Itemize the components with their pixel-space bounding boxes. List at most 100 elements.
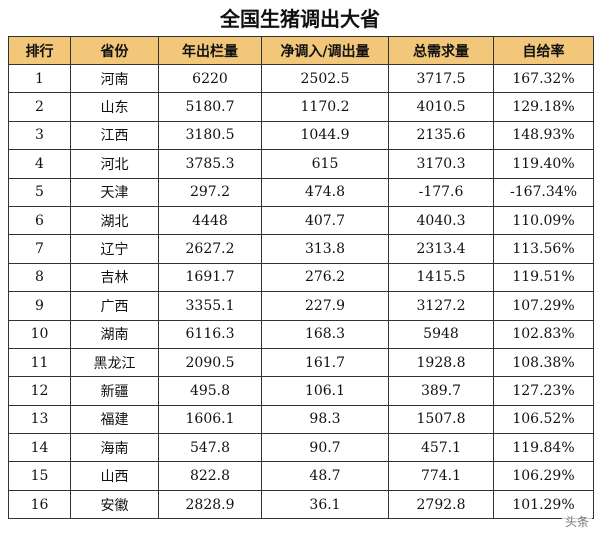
cell-rank: 1 — [8, 63, 71, 94]
cell-province: 安徽 — [70, 489, 159, 520]
cell-net-transfer: 168.3 — [261, 319, 389, 349]
cell-rank: 11 — [8, 347, 71, 378]
header-total-demand: 总需求量 — [388, 36, 494, 65]
page-title: 全国生猪调出大省 — [220, 7, 380, 31]
cell-total-demand: 3717.5 — [388, 63, 494, 94]
cell-rank: 5 — [8, 177, 71, 207]
cell-net-transfer: 98.3 — [261, 404, 389, 435]
cell-total-demand: 3127.2 — [388, 291, 494, 321]
cell-province: 河南 — [70, 63, 159, 94]
cell-province: 吉林 — [70, 262, 159, 293]
cell-rank: 2 — [8, 92, 71, 122]
cell-annual-output: 297.2 — [158, 177, 262, 207]
cell-annual-output: 547.8 — [158, 433, 262, 463]
cell-net-transfer: 1170.2 — [261, 92, 389, 122]
cell-annual-output: 1606.1 — [158, 404, 262, 435]
cell-annual-output: 6220 — [158, 63, 262, 94]
cell-province: 福建 — [70, 404, 159, 435]
cell-total-demand: 389.7 — [388, 376, 494, 406]
cell-province: 江西 — [70, 120, 159, 151]
cell-net-transfer: 276.2 — [261, 262, 389, 293]
cell-net-transfer: 1044.9 — [261, 120, 389, 151]
header-net-transfer: 净调入/调出量 — [261, 36, 389, 65]
cell-rank: 15 — [8, 461, 71, 491]
cell-annual-output: 2627.2 — [158, 234, 262, 264]
cell-annual-output: 495.8 — [158, 376, 262, 406]
cell-rank: 4 — [8, 149, 71, 179]
cell-net-transfer: 615 — [261, 149, 389, 179]
cell-province: 辽宁 — [70, 234, 159, 264]
cell-rank: 7 — [8, 234, 71, 264]
cell-annual-output: 5180.7 — [158, 92, 262, 122]
cell-province: 广西 — [70, 291, 159, 321]
header-annual-output: 年出栏量 — [158, 36, 262, 65]
cell-rank: 6 — [8, 205, 71, 236]
cell-self-sufficiency: 127.23% — [493, 376, 594, 406]
table-row: 11 黑龙江 2090.5 161.7 1928.8 108.38% — [8, 347, 594, 378]
cell-self-sufficiency: 102.83% — [493, 319, 594, 349]
cell-total-demand: -177.6 — [388, 177, 494, 207]
cell-province: 黑龙江 — [70, 347, 159, 378]
cell-self-sufficiency: 107.29% — [493, 291, 594, 321]
cell-province: 湖北 — [70, 205, 159, 236]
cell-self-sufficiency: 110.09% — [493, 205, 594, 236]
table-row: 15 山西 822.8 48.7 774.1 106.29% — [8, 461, 594, 491]
cell-total-demand: 2313.4 — [388, 234, 494, 264]
cell-net-transfer: 106.1 — [261, 376, 389, 406]
cell-self-sufficiency: 108.38% — [493, 347, 594, 378]
cell-annual-output: 2090.5 — [158, 347, 262, 378]
table-row: 9 广西 3355.1 227.9 3127.2 107.29% — [8, 291, 594, 321]
cell-province: 山西 — [70, 461, 159, 491]
header-self-sufficiency: 自给率 — [493, 36, 594, 65]
table-row: 13 福建 1606.1 98.3 1507.8 106.52% — [8, 404, 594, 435]
cell-annual-output: 1691.7 — [158, 262, 262, 293]
cell-province: 河北 — [70, 149, 159, 179]
cell-net-transfer: 90.7 — [261, 433, 389, 463]
table-row: 8 吉林 1691.7 276.2 1415.5 119.51% — [8, 262, 594, 293]
cell-province: 新疆 — [70, 376, 159, 406]
cell-self-sufficiency: 113.56% — [493, 234, 594, 264]
table-row: 7 辽宁 2627.2 313.8 2313.4 113.56% — [8, 234, 594, 264]
cell-total-demand: 3170.3 — [388, 149, 494, 179]
cell-annual-output: 3355.1 — [158, 291, 262, 321]
cell-rank: 12 — [8, 376, 71, 406]
cell-self-sufficiency: 148.93% — [493, 120, 594, 151]
cell-annual-output: 3180.5 — [158, 120, 262, 151]
cell-net-transfer: 48.7 — [261, 461, 389, 491]
cell-net-transfer: 407.7 — [261, 205, 389, 236]
cell-net-transfer: 36.1 — [261, 489, 389, 520]
cell-total-demand: 2792.8 — [388, 489, 494, 520]
cell-annual-output: 2828.9 — [158, 489, 262, 520]
cell-self-sufficiency: 106.29% — [493, 461, 594, 491]
table-row: 1 河南 6220 2502.5 3717.5 167.32% — [8, 63, 594, 94]
cell-self-sufficiency: 106.52% — [493, 404, 594, 435]
header-row: 排行 省份 年出栏量 净调入/调出量 总需求量 自给率 — [8, 36, 594, 65]
watermark: 头条 — [561, 512, 592, 531]
cell-province: 山东 — [70, 92, 159, 122]
cell-net-transfer: 2502.5 — [261, 63, 389, 94]
cell-province: 天津 — [70, 177, 159, 207]
cell-annual-output: 822.8 — [158, 461, 262, 491]
table-row: 10 湖南 6116.3 168.3 5948 102.83% — [8, 319, 594, 349]
cell-self-sufficiency: 119.40% — [493, 149, 594, 179]
cell-total-demand: 4040.3 — [388, 205, 494, 236]
cell-province: 湖南 — [70, 319, 159, 349]
cell-rank: 10 — [8, 319, 71, 349]
cell-annual-output: 4448 — [158, 205, 262, 236]
cell-total-demand: 774.1 — [388, 461, 494, 491]
table-row: 14 海南 547.8 90.7 457.1 119.84% — [8, 433, 594, 463]
cell-self-sufficiency: 129.18% — [493, 92, 594, 122]
cell-self-sufficiency: -167.34% — [493, 177, 594, 207]
cell-rank: 3 — [8, 120, 71, 151]
cell-net-transfer: 313.8 — [261, 234, 389, 264]
cell-total-demand: 1415.5 — [388, 262, 494, 293]
cell-province: 海南 — [70, 433, 159, 463]
cell-rank: 14 — [8, 433, 71, 463]
cell-total-demand: 1928.8 — [388, 347, 494, 378]
table-row: 6 湖北 4448 407.7 4040.3 110.09% — [8, 205, 594, 236]
cell-total-demand: 2135.6 — [388, 120, 494, 151]
header-rank: 排行 — [8, 36, 71, 65]
cell-annual-output: 3785.3 — [158, 149, 262, 179]
table-row: 5 天津 297.2 474.8 -177.6 -167.34% — [8, 177, 594, 207]
header-province: 省份 — [70, 36, 159, 65]
